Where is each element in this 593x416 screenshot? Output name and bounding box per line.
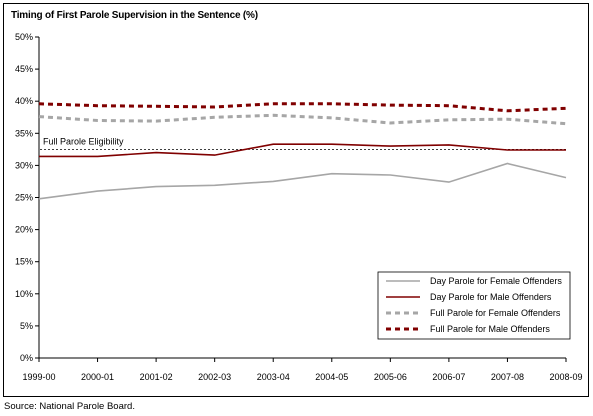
series-lines [38, 102, 567, 200]
legend-label: Day Parole for Male Offenders [430, 292, 552, 302]
x-tick-label: 2000-01 [81, 372, 114, 382]
y-tick-label: 50% [15, 32, 33, 42]
y-tick-label: 25% [15, 193, 33, 203]
x-tick-label: 2001-02 [140, 372, 173, 382]
reference-line-label: Full Parole Eligibility [43, 136, 124, 146]
reference-line-group: Full Parole Eligibility [40, 136, 566, 150]
x-tick-label: 2008-09 [549, 372, 582, 382]
y-tick-label: 20% [15, 225, 33, 235]
y-tick-label: 40% [15, 96, 33, 106]
legend-label: Full Parole for Male Offenders [430, 324, 550, 334]
y-tick-label: 0% [20, 353, 33, 363]
y-tick-label: 35% [15, 128, 33, 138]
x-tick-label: 2006-07 [432, 372, 465, 382]
legend: Day Parole for Female Offenders Day Parol… [377, 271, 571, 340]
y-tick-label: 45% [15, 64, 33, 74]
x-tick-label: 2003-04 [257, 372, 290, 382]
x-tick-label: 2007-08 [491, 372, 524, 382]
series-line-3 [38, 113, 567, 126]
series-line-2 [39, 143, 566, 158]
legend-box [377, 271, 571, 340]
y-tick-label: 5% [20, 321, 33, 331]
axes: 0% 5% 10% 15% 20% 25% 30% 35% 40% 45% 50% 1999-00 20… [15, 32, 583, 382]
source-note: Source: National Parole Board. [4, 401, 135, 412]
y-tick-label: 15% [15, 257, 33, 267]
chart-title: Timing of First Parole Supervision in th… [11, 10, 258, 21]
y-tick-label: 30% [15, 160, 33, 170]
x-tick-label: 2002-03 [198, 372, 231, 382]
series-line-1 [38, 162, 567, 200]
x-tick-label: 2004-05 [315, 372, 348, 382]
legend-label: Day Parole for Female Offenders [430, 276, 562, 286]
x-tick-label: 1999-00 [22, 372, 55, 382]
series-line-4 [38, 102, 567, 113]
y-tick-label: 10% [15, 289, 33, 299]
x-tick-label: 2005-06 [374, 372, 407, 382]
legend-label: Full Parole for Female Offenders [430, 308, 561, 318]
